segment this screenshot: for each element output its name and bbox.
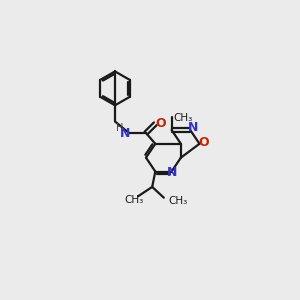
- Text: N: N: [188, 121, 199, 134]
- Text: CH₃: CH₃: [169, 196, 188, 206]
- Text: CH₃: CH₃: [173, 112, 192, 123]
- Text: O: O: [198, 136, 209, 149]
- Text: H: H: [116, 123, 123, 134]
- Text: N: N: [120, 127, 130, 140]
- Text: O: O: [155, 117, 166, 130]
- Text: CH₃: CH₃: [125, 195, 144, 205]
- Text: N: N: [167, 166, 178, 179]
